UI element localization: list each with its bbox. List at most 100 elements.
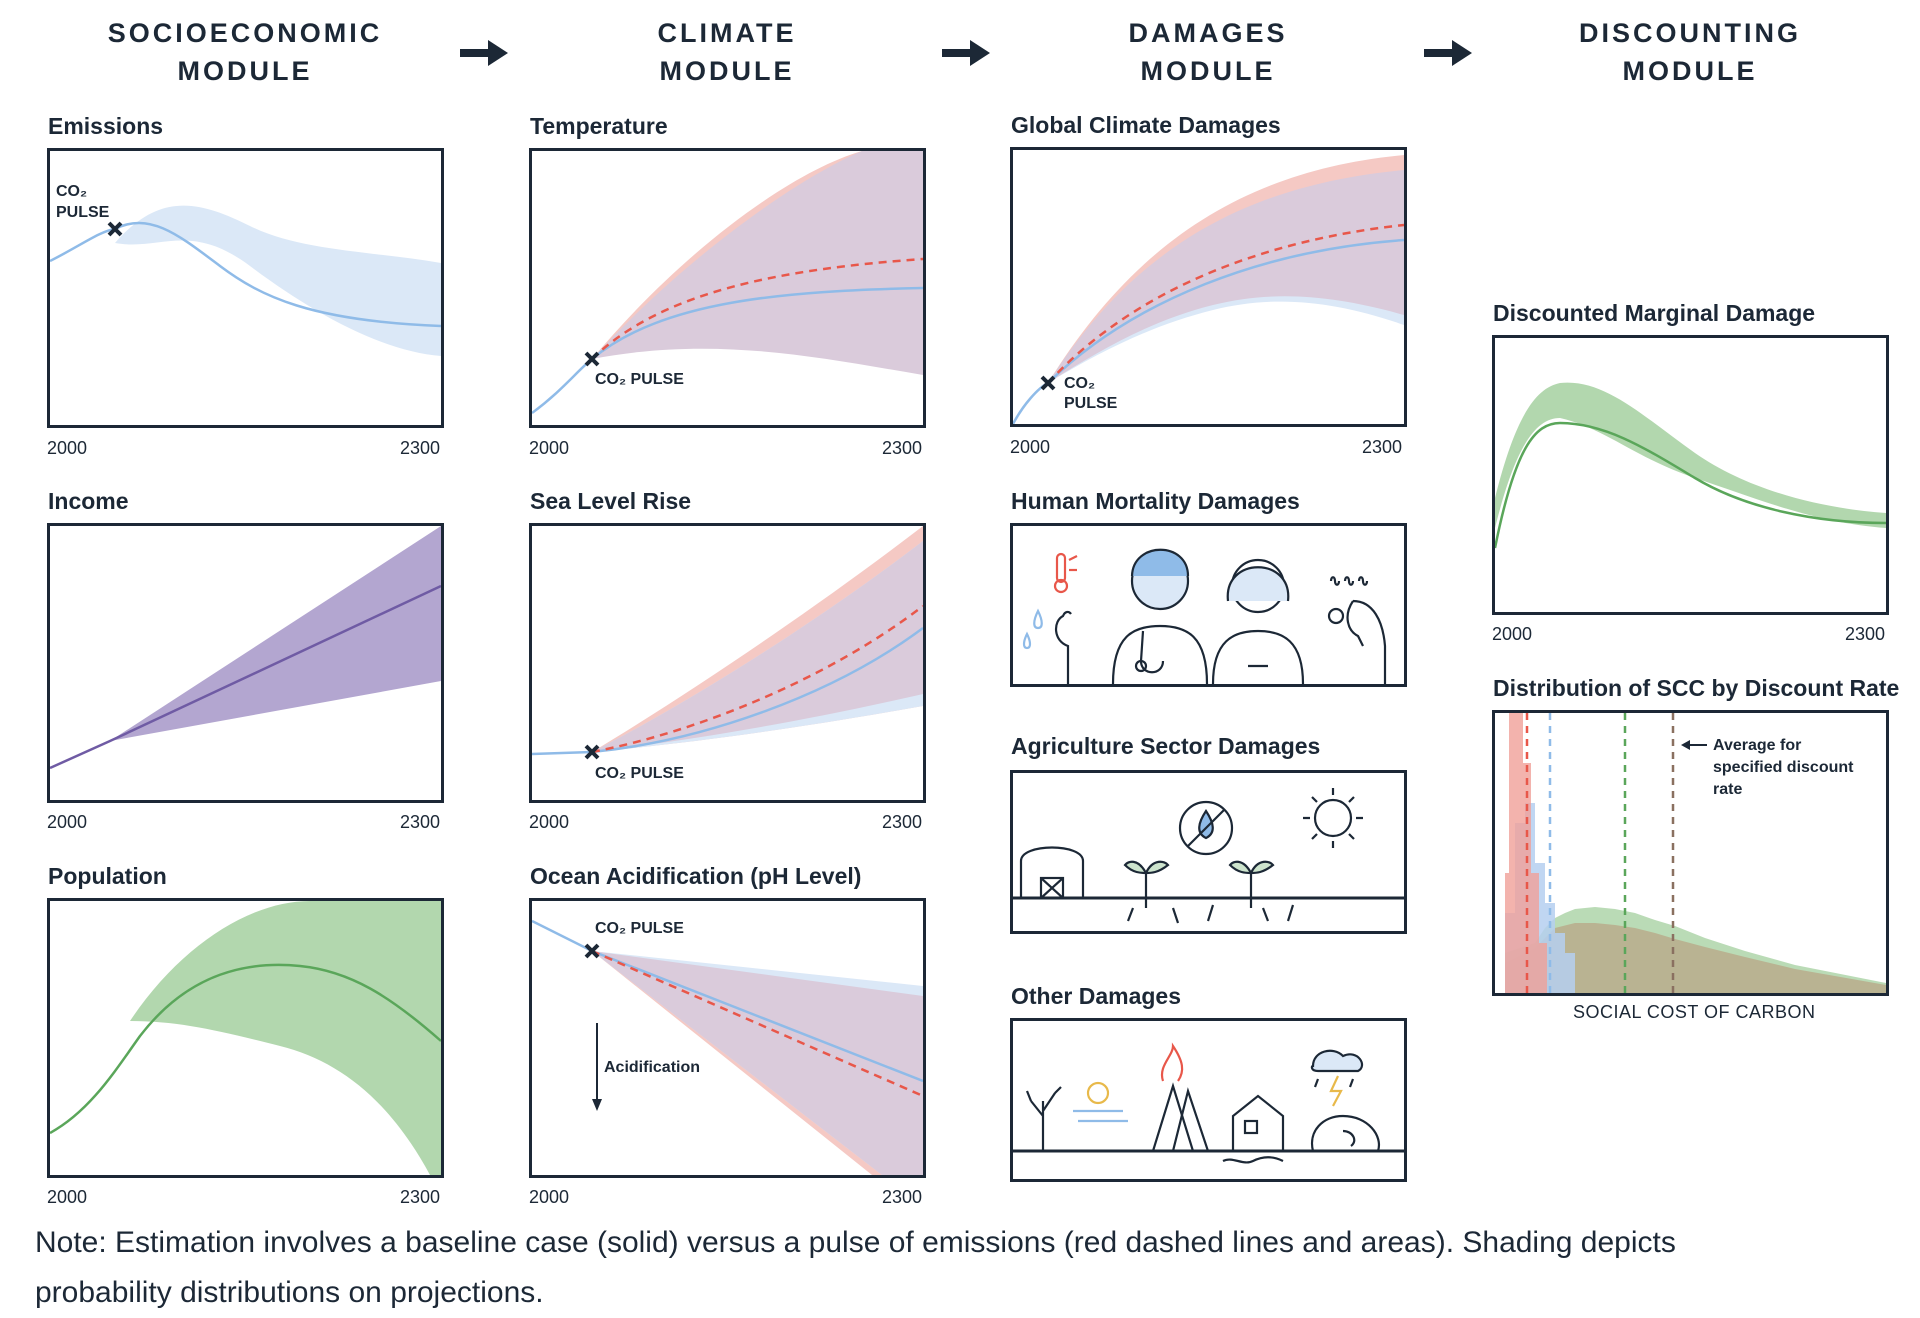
mortality-illustration [1010, 523, 1407, 687]
module-title-socioeconomic: SOCIOECONOMIC MODULE [45, 14, 445, 90]
seedling-icon [1228, 860, 1275, 908]
emissions-baseline-line [50, 221, 441, 328]
module-title-climate: CLIMATE MODULE [527, 14, 927, 90]
global-damages-baseline-line [1013, 238, 1404, 424]
barn-icon [1019, 846, 1085, 900]
wildfire-icon [1151, 1042, 1210, 1153]
flooded-house-icon [1222, 1094, 1285, 1164]
module-title-discounting: DISCOUNTING MODULE [1490, 14, 1890, 90]
marginal-damage-chart [1492, 335, 1889, 615]
pulse-marker-icon [584, 351, 600, 367]
ocean-pulse-line [591, 949, 923, 1098]
seedling-icon [1123, 860, 1170, 908]
ocean-overlap-band [592, 951, 923, 1175]
left-arrow-icon [1681, 740, 1707, 750]
module-title-line1: DISCOUNTING [1579, 18, 1801, 48]
pulse-marker-icon [584, 943, 600, 959]
face-profile-icon [1055, 610, 1072, 684]
pulse-marker-icon [584, 744, 600, 760]
axis-end-label: 2300 [882, 1187, 923, 1207]
sea-level-title: Sea Level Rise [530, 488, 692, 514]
flow-arrow-icon [1424, 40, 1472, 66]
sea-level-chart: CO₂ PULSE [529, 523, 926, 803]
global-damages-pulse-label-2: PULSE [1064, 395, 1118, 412]
module-title-line2: MODULE [177, 56, 313, 86]
no-water-icon [1178, 800, 1234, 856]
axis-end-label: 2300 [882, 812, 923, 832]
annotation-line-2: specified discount [1713, 759, 1854, 776]
sick-person-icon [1327, 576, 1387, 684]
heat-haze-icon [1073, 1081, 1128, 1123]
axis-end-label: 2300 [882, 438, 923, 458]
nurse-icon [1211, 558, 1305, 684]
temperature-title: Temperature [530, 113, 668, 139]
emissions-pulse-label-1: CO₂ [56, 183, 87, 200]
income-title: Income [48, 488, 129, 514]
module-title-line1: SOCIOECONOMIC [107, 18, 383, 48]
emissions-pulse-label-2: PULSE [56, 204, 110, 221]
marginal-damage-line [1495, 421, 1886, 549]
wave-icon [1310, 1114, 1381, 1152]
annotation-line-1: Average for [1713, 737, 1801, 754]
axis-start-label: 2000 [47, 1187, 88, 1207]
histogram-red [1505, 713, 1547, 993]
temperature-chart: CO₂ PULSE [529, 148, 926, 428]
note-line-1: Note: Estimation involves a baseline cas… [35, 1226, 1676, 1259]
population-chart [47, 898, 444, 1178]
cracked-soil-icon [1126, 904, 1295, 924]
sea-level-baseline-line [532, 626, 923, 756]
module-title-line2: MODULE [1140, 56, 1276, 86]
marginal-damage-title: Discounted Marginal Damage [1493, 300, 1816, 326]
storm-cloud-icon [1310, 1049, 1364, 1107]
sun-icon [1303, 788, 1363, 848]
scc-distribution-chart: Average for specified discount rate [1492, 710, 1889, 996]
axis-start-label: 2000 [1492, 624, 1533, 644]
axis-start-label: 2000 [529, 438, 570, 458]
pulse-marker-icon [1040, 375, 1056, 391]
module-title-line2: MODULE [1622, 56, 1758, 86]
temperature-baseline-band [592, 151, 923, 375]
other-damages-title: Other Damages [1011, 983, 1182, 1009]
temperature-baseline-line [532, 286, 923, 415]
axis-end-label: 2300 [1362, 437, 1403, 457]
temperature-pulse-label: CO₂ PULSE [595, 371, 684, 388]
axis-start-label: 2000 [529, 812, 570, 832]
ocean-chart: CO₂ PULSE Acidification [529, 898, 926, 1178]
flow-arrow-icon [460, 40, 508, 66]
agriculture-illustration [1010, 770, 1407, 934]
module-title-line1: DAMAGES [1128, 18, 1288, 48]
pulse-marker-icon [107, 221, 123, 237]
population-title: Population [48, 863, 167, 889]
sea-level-pulse-line [591, 605, 923, 754]
thermometer-icon [1053, 552, 1078, 594]
income-uncertainty-band [110, 526, 441, 741]
emissions-title: Emissions [48, 113, 164, 139]
note-line-2: probability distributions on projections… [35, 1276, 544, 1309]
annotation-line-3: rate [1713, 781, 1742, 798]
module-title-line2: MODULE [659, 56, 795, 86]
axis-end-label: 2300 [400, 438, 441, 458]
flow-arrow-icon [942, 40, 990, 66]
income-line [50, 584, 441, 770]
scc-distribution-title: Distribution of SCC by Discount Rate [1493, 675, 1900, 701]
sea-level-overlap-band [592, 541, 923, 752]
axis-end-label: 2300 [400, 1187, 441, 1207]
marginal-damage-band [1495, 382, 1886, 528]
ocean-arrow-label: Acidification [604, 1059, 700, 1076]
temperature-pulse-line [591, 257, 923, 360]
scc-xlabel: SOCIAL COST OF CARBON [1573, 1002, 1816, 1022]
module-title-damages: DAMAGES MODULE [1008, 14, 1408, 90]
module-title-line1: CLIMATE [657, 18, 797, 48]
global-damages-pulse-line [1047, 223, 1404, 384]
income-chart [47, 523, 444, 803]
ocean-title: Ocean Acidification (pH Level) [530, 863, 862, 889]
sea-level-pulse-label: CO₂ PULSE [595, 765, 684, 782]
global-damages-pulse-label-1: CO₂ [1064, 375, 1095, 392]
dead-tree-icon [1025, 1086, 1062, 1151]
global-damages-title: Global Climate Damages [1011, 112, 1281, 138]
sweat-drop-icon [1022, 608, 1043, 650]
population-uncertainty-band [130, 901, 441, 1175]
axis-start-label: 2000 [529, 1187, 570, 1207]
down-arrow-icon [592, 1023, 602, 1111]
figure-note: Note: Estimation involves a baseline cas… [35, 1218, 1895, 1318]
